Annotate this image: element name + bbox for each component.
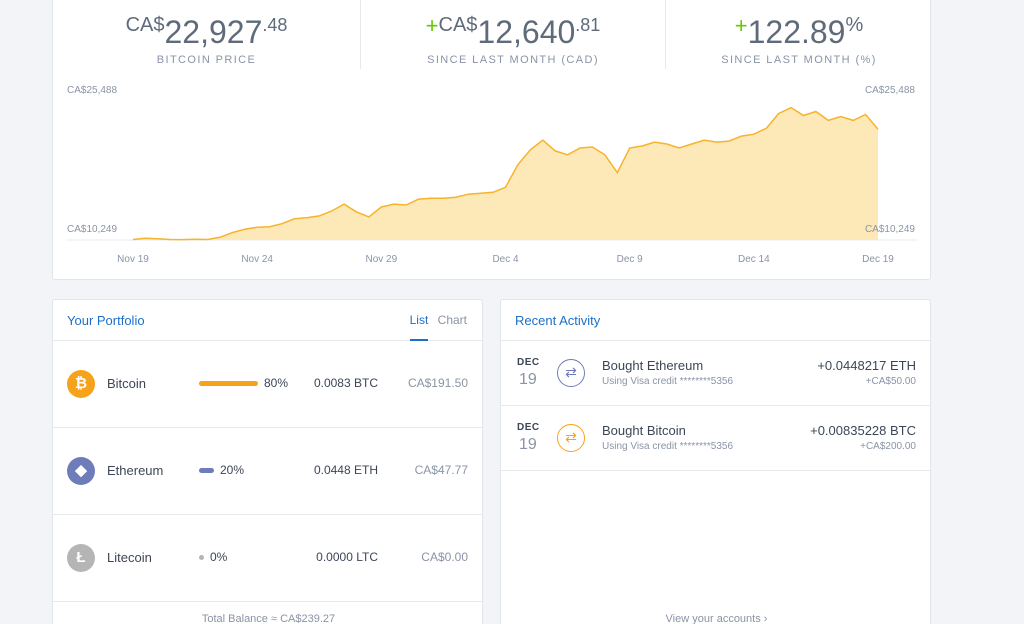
activity-payment-method: Using Visa credit ********5356 [602,376,734,387]
activity-payment-method: Using Visa credit ********5356 [602,441,734,452]
price-chart[interactable]: CA$25,488 CA$25,488 CA$10,249 CA$10,249 Nov … [67,82,917,272]
asset-value: CA$191.50 [407,376,468,390]
exchange-icon: ⇄ [557,424,585,452]
portfolio-card: Your Portfolio List Chart ₿ Bitcoin 80% … [52,299,483,624]
price-chart-svg: CA$25,488 CA$25,488 CA$10,249 CA$10,249 Nov … [67,85,917,265]
activity-header: Recent Activity [501,300,930,341]
asset-name: Ethereum [107,463,164,478]
x-tick-label: Dec 19 [862,254,894,265]
change-pct-stat: +122.89% SINCE LAST MONTH (%) [665,0,932,69]
activity-title: Recent Activity [515,313,601,328]
allocation-percent: 20% [220,463,245,477]
x-tick-label: Nov 24 [241,254,273,265]
bitcoin-price-value: CA$22,927.48 [125,14,288,50]
ethereum-icon: ◆ [67,457,95,485]
change-pct-value: +122.89% [734,13,864,50]
price-area-fill [133,107,878,240]
asset-value: CA$0.00 [421,550,468,564]
portfolio-header: Your Portfolio List Chart [53,300,482,341]
bitcoin-icon: ₿ [67,370,95,398]
activity-crypto-amount: +0.0448217 ETH [817,358,916,373]
view-accounts-link[interactable]: View your accounts › [665,613,768,624]
change-pct-label: SINCE LAST MONTH (%) [721,54,877,66]
bitcoin-price-label: BITCOIN PRICE [156,54,257,66]
litecoin-icon: Ł [67,544,95,572]
recent-activity-card: Recent Activity DEC 19 ⇄ Bought Ethereum… [500,299,931,624]
exchange-icon: ⇄ [557,359,585,387]
activity-title-text: Bought Bitcoin [602,423,686,438]
y-min-label-right: CA$10,249 [865,224,915,235]
portfolio-tabs: List Chart [404,313,467,341]
activity-fiat-amount: +CA$200.00 [860,441,916,452]
asset-amount: 0.0448 ETH [313,463,378,477]
price-line [132,106,879,241]
total-balance: Total Balance ≈ CA$239.27 [201,613,336,624]
x-tick-label: Dec 9 [617,254,644,265]
tab-chart[interactable]: Chart [437,313,467,327]
activity-item[interactable]: DEC 19 ⇄ Bought Ethereum Using Visa cred… [501,341,930,406]
activity-crypto-amount: +0.00835228 BTC [810,423,916,438]
asset-row-litecoin[interactable]: Ł Litecoin 0% 0.0000 LTC CA$0.00 [53,515,482,602]
allocation-bar [199,555,204,560]
asset-name: Litecoin [107,550,152,565]
asset-value: CA$47.77 [414,463,468,477]
x-tick-label: Nov 29 [365,254,397,265]
activity-title-text: Bought Ethereum [602,358,704,373]
change-cad-stat: +CA$12,640.81 SINCE LAST MONTH (CAD) [360,0,665,69]
asset-row-bitcoin[interactable]: ₿ Bitcoin 80% 0.0083 BTC CA$191.50 [53,341,482,428]
x-tick-label: Dec 4 [492,254,519,265]
asset-name: Bitcoin [107,376,147,391]
allocation-bar [199,381,258,386]
allocation-percent: 0% [210,550,228,564]
activity-day: 19 [519,436,537,453]
x-tick-label: Nov 19 [117,254,149,265]
activity-day: 19 [519,371,537,388]
change-cad-value: +CA$12,640.81 [425,13,601,50]
x-tick-label: Dec 14 [738,254,770,265]
asset-amount: 0.0083 BTC [313,376,378,390]
bitcoin-price-stat: CA$22,927.48 BITCOIN PRICE [53,0,360,69]
y-min-label-left: CA$10,249 [67,224,117,235]
change-cad-label: SINCE LAST MONTH (CAD) [427,54,599,66]
y-max-label-left: CA$25,488 [67,85,117,96]
price-overview-card: CA$22,927.48 BITCOIN PRICE +CA$12,640.81… [52,0,931,280]
activity-fiat-amount: +CA$50.00 [865,376,916,387]
allocation-bar [199,468,214,473]
activity-month: DEC [517,357,540,368]
activity-month: DEC [517,422,540,433]
y-max-label-right: CA$25,488 [865,85,915,96]
asset-row-ethereum[interactable]: ◆ Ethereum 20% 0.0448 ETH CA$47.77 [53,428,482,515]
asset-amount: 0.0000 LTC [316,550,378,564]
tab-list[interactable]: List [409,313,429,341]
allocation-percent: 80% [264,376,289,390]
portfolio-title: Your Portfolio [67,313,145,328]
activity-item[interactable]: DEC 19 ⇄ Bought Bitcoin Using Visa credi… [501,406,930,471]
